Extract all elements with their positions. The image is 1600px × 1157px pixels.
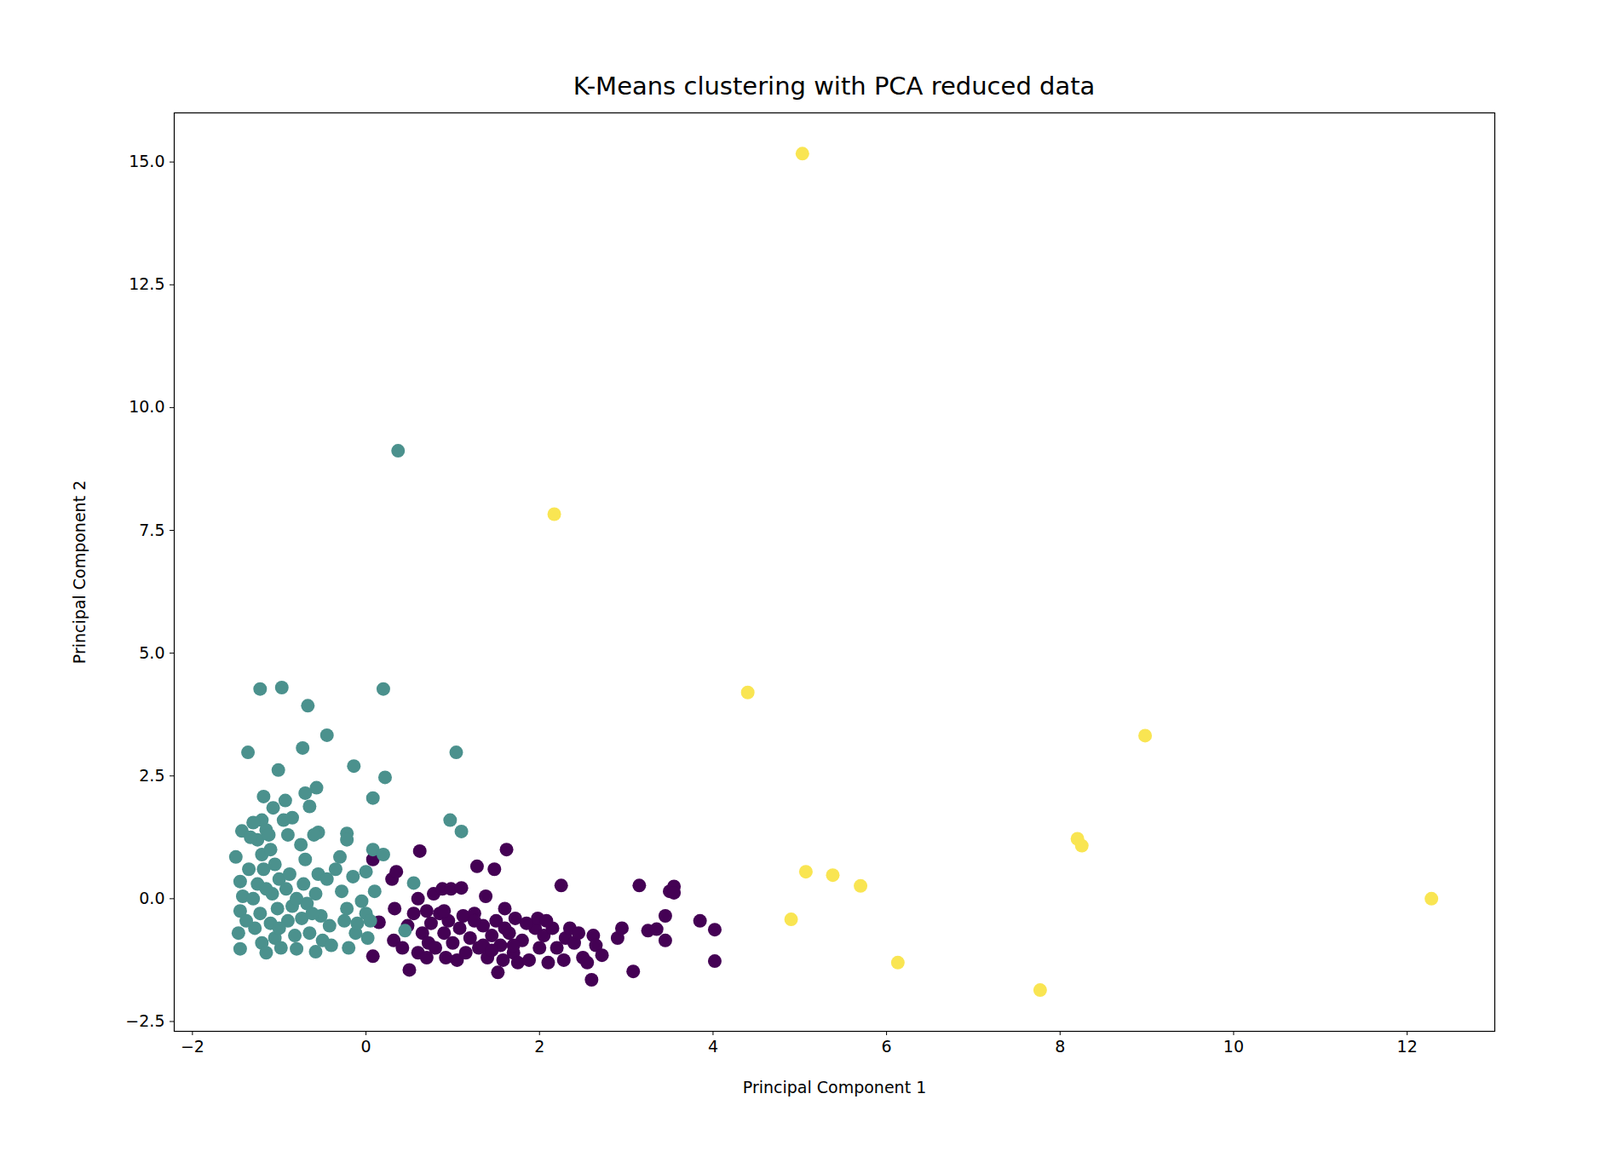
svg-text:−2.5: −2.5 [125,1011,165,1031]
svg-text:5.0: 5.0 [138,643,165,662]
svg-text:15.0: 15.0 [128,151,165,171]
svg-text:10.0: 10.0 [128,397,165,416]
svg-text:Principal Component 1: Principal Component 1 [742,1077,927,1097]
svg-text:7.5: 7.5 [138,520,165,540]
svg-text:0: 0 [361,1036,372,1056]
svg-text:−2: −2 [180,1036,205,1056]
svg-text:4: 4 [707,1036,719,1056]
svg-text:12: 12 [1397,1036,1418,1056]
svg-text:6: 6 [881,1036,893,1056]
svg-text:12.5: 12.5 [128,274,165,294]
svg-text:8: 8 [1054,1036,1065,1056]
svg-text:10: 10 [1223,1036,1244,1056]
svg-text:Principal Component 2: Principal Component 2 [69,480,89,664]
svg-text:2: 2 [534,1036,545,1056]
svg-text:0.0: 0.0 [138,888,165,908]
html-text:K-Means clustering with PCA re: K-Means clustering with PCA reduced data [573,71,1096,101]
svg-text:2.5: 2.5 [138,765,165,785]
